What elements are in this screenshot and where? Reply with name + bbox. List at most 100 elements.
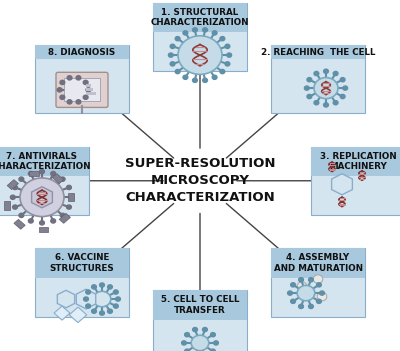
Circle shape [183, 75, 188, 79]
Circle shape [307, 78, 312, 82]
Text: 3. REPLICATION
MACHINERY: 3. REPLICATION MACHINERY [320, 152, 396, 171]
FancyBboxPatch shape [64, 79, 100, 101]
Polygon shape [32, 187, 52, 208]
Polygon shape [57, 290, 75, 308]
Circle shape [324, 69, 328, 73]
FancyBboxPatch shape [271, 45, 365, 113]
Circle shape [314, 78, 338, 99]
FancyBboxPatch shape [271, 249, 365, 317]
Circle shape [51, 172, 56, 176]
Circle shape [227, 53, 232, 57]
Circle shape [60, 177, 65, 181]
Circle shape [84, 297, 88, 301]
FancyBboxPatch shape [0, 147, 89, 176]
Circle shape [203, 28, 208, 32]
Circle shape [92, 309, 96, 313]
Circle shape [92, 285, 96, 289]
FancyBboxPatch shape [153, 3, 247, 32]
FancyBboxPatch shape [0, 147, 89, 215]
FancyBboxPatch shape [271, 45, 365, 59]
Circle shape [308, 304, 313, 309]
Circle shape [203, 78, 208, 82]
Polygon shape [54, 306, 70, 320]
Circle shape [333, 101, 338, 105]
Polygon shape [69, 307, 87, 323]
FancyBboxPatch shape [311, 147, 400, 215]
Circle shape [19, 213, 24, 218]
Circle shape [333, 71, 338, 75]
Polygon shape [76, 289, 96, 309]
Circle shape [192, 78, 197, 82]
Circle shape [193, 327, 198, 332]
Circle shape [225, 62, 230, 66]
FancyBboxPatch shape [271, 278, 365, 317]
Circle shape [60, 95, 65, 99]
Circle shape [67, 100, 72, 104]
Text: 1. STRUCTURAL
CHARACTERIZATION: 1. STRUCTURAL CHARACTERIZATION [151, 8, 249, 27]
Bar [86, 88, 93, 91]
Circle shape [20, 178, 64, 217]
FancyBboxPatch shape [35, 45, 129, 59]
Circle shape [202, 327, 207, 332]
Circle shape [57, 88, 62, 92]
FancyBboxPatch shape [271, 249, 365, 278]
Circle shape [185, 332, 190, 337]
Circle shape [314, 101, 319, 105]
Circle shape [93, 291, 111, 307]
Circle shape [66, 185, 71, 190]
Text: 8. DIAGNOSIS: 8. DIAGNOSIS [48, 48, 116, 57]
FancyBboxPatch shape [153, 3, 247, 71]
FancyBboxPatch shape [56, 72, 108, 107]
Circle shape [182, 341, 186, 345]
Circle shape [291, 299, 296, 304]
Circle shape [212, 75, 217, 79]
Circle shape [108, 285, 112, 289]
Circle shape [19, 177, 24, 181]
Circle shape [28, 172, 33, 176]
Circle shape [214, 341, 218, 345]
Circle shape [40, 170, 44, 174]
Bar [86, 84, 91, 87]
Text: 6. VACCINE
STRUCTURES: 6. VACCINE STRUCTURES [50, 253, 114, 273]
Circle shape [291, 283, 296, 287]
Circle shape [320, 291, 324, 295]
Circle shape [191, 335, 209, 351]
Bar [39, 227, 48, 232]
Circle shape [76, 76, 81, 80]
Circle shape [343, 86, 348, 90]
Circle shape [308, 278, 313, 282]
FancyBboxPatch shape [153, 291, 247, 320]
Circle shape [66, 205, 71, 209]
Circle shape [288, 291, 292, 295]
Circle shape [183, 31, 188, 35]
Circle shape [116, 297, 120, 301]
Circle shape [175, 37, 180, 41]
FancyBboxPatch shape [35, 249, 129, 317]
Circle shape [60, 213, 65, 218]
Circle shape [185, 349, 190, 351]
Circle shape [13, 185, 18, 190]
Bar [86, 92, 96, 95]
Bar [4, 201, 10, 210]
Circle shape [76, 100, 81, 104]
Circle shape [114, 304, 118, 308]
Bar [14, 219, 25, 229]
Circle shape [83, 80, 88, 85]
Circle shape [86, 304, 90, 308]
Text: 5. CELL TO CELL
TRANSFER: 5. CELL TO CELL TRANSFER [161, 296, 239, 315]
Circle shape [210, 332, 215, 337]
Bar [68, 193, 74, 201]
Circle shape [86, 290, 90, 294]
Circle shape [340, 94, 345, 99]
FancyBboxPatch shape [153, 291, 247, 351]
Circle shape [299, 304, 304, 309]
FancyBboxPatch shape [35, 45, 129, 113]
Text: 7. ANTIVIRALS
CHARACTERIZATION: 7. ANTIVIRALS CHARACTERIZATION [0, 152, 91, 171]
Circle shape [317, 292, 327, 301]
Text: 4. ASSEMBLY
AND MATURATION: 4. ASSEMBLY AND MATURATION [274, 253, 362, 273]
FancyBboxPatch shape [35, 249, 129, 278]
FancyBboxPatch shape [311, 147, 400, 176]
Circle shape [13, 205, 18, 209]
Circle shape [210, 349, 215, 351]
Circle shape [170, 44, 175, 48]
